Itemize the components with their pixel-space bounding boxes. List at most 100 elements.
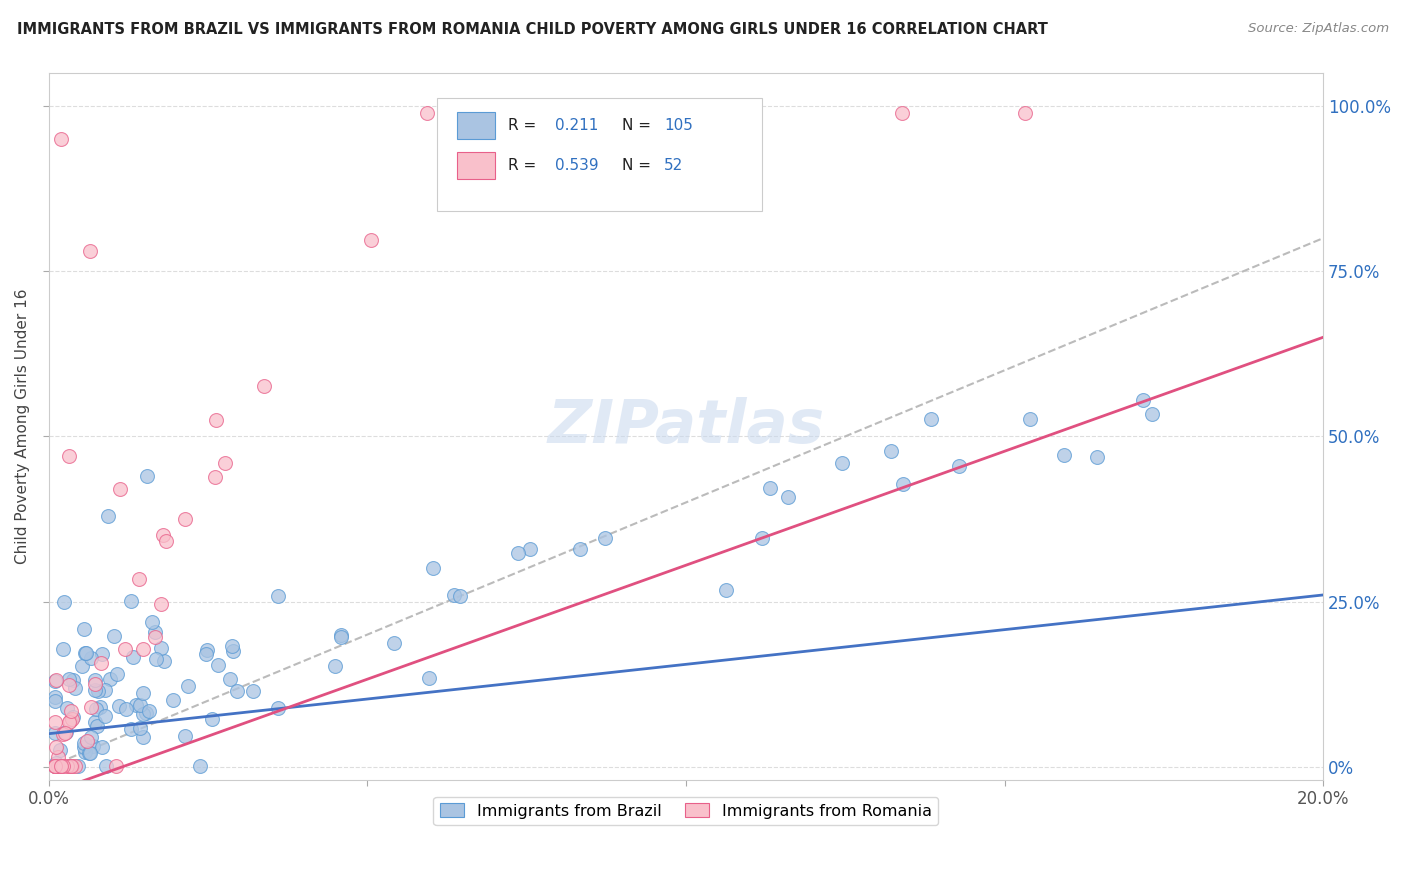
Point xyxy=(252,379,274,393)
Point xyxy=(778,490,800,504)
Point xyxy=(145,630,167,644)
FancyBboxPatch shape xyxy=(437,98,762,211)
Point xyxy=(84,677,107,691)
Point xyxy=(75,646,97,660)
Point xyxy=(82,739,104,754)
Bar xyxy=(457,112,495,139)
Point xyxy=(84,702,107,716)
Point xyxy=(49,759,72,773)
Point xyxy=(174,729,197,743)
Point xyxy=(66,759,89,773)
Point xyxy=(135,706,157,720)
Point xyxy=(44,726,66,740)
Point xyxy=(132,730,155,744)
Text: IMMIGRANTS FROM BRAZIL VS IMMIGRANTS FROM ROMANIA CHILD POVERTY AMONG GIRLS UNDE: IMMIGRANTS FROM BRAZIL VS IMMIGRANTS FRO… xyxy=(17,22,1047,37)
Point xyxy=(226,684,249,698)
Point xyxy=(52,595,75,609)
Text: 105: 105 xyxy=(664,118,693,133)
Point xyxy=(122,650,145,665)
Point xyxy=(72,739,94,754)
Point xyxy=(132,707,155,722)
Point xyxy=(1140,407,1163,421)
Point xyxy=(60,759,83,773)
Point xyxy=(44,694,66,708)
Point xyxy=(195,643,218,657)
Point xyxy=(162,692,184,706)
Point xyxy=(79,746,101,760)
Point xyxy=(44,759,66,773)
Point xyxy=(80,651,103,665)
Point xyxy=(79,746,101,760)
Point xyxy=(83,715,105,730)
Point xyxy=(65,759,87,773)
Point xyxy=(201,712,224,726)
Text: ZIPatlas: ZIPatlas xyxy=(547,397,824,456)
Point xyxy=(152,528,174,542)
Point xyxy=(73,647,96,661)
Point xyxy=(1019,411,1042,425)
Point xyxy=(1014,105,1036,120)
Point xyxy=(51,132,73,146)
Point xyxy=(920,411,942,425)
Point xyxy=(323,659,346,673)
Point xyxy=(128,698,150,712)
Point xyxy=(94,759,117,773)
Text: R =: R = xyxy=(508,158,541,173)
Point xyxy=(382,635,405,649)
Point xyxy=(94,709,117,723)
Point xyxy=(58,714,80,729)
Point xyxy=(80,731,103,745)
Point xyxy=(45,756,67,771)
Point xyxy=(114,702,136,716)
Point xyxy=(418,671,440,685)
Point xyxy=(44,673,66,688)
Point xyxy=(49,759,72,773)
Point xyxy=(569,542,592,557)
Point xyxy=(149,598,172,612)
Point xyxy=(58,672,80,686)
Point xyxy=(87,684,110,698)
Point xyxy=(831,456,853,470)
Point xyxy=(56,759,79,773)
Point xyxy=(98,672,121,686)
Point xyxy=(44,759,66,773)
Point xyxy=(1085,450,1108,465)
Bar xyxy=(457,153,495,179)
Point xyxy=(195,647,218,661)
Point xyxy=(508,546,530,560)
Point xyxy=(58,449,80,463)
Point xyxy=(60,712,83,726)
Text: 0.211: 0.211 xyxy=(555,118,598,133)
Text: R =: R = xyxy=(508,118,541,133)
Point xyxy=(155,534,177,549)
Point xyxy=(221,640,243,654)
Point xyxy=(46,759,69,773)
Point xyxy=(52,726,75,740)
Point xyxy=(44,759,66,773)
Point xyxy=(120,723,142,737)
Legend: Immigrants from Brazil, Immigrants from Romania: Immigrants from Brazil, Immigrants from … xyxy=(433,797,938,825)
Point xyxy=(593,531,616,545)
Point xyxy=(60,759,83,773)
Text: Source: ZipAtlas.com: Source: ZipAtlas.com xyxy=(1249,22,1389,36)
Point xyxy=(90,647,112,661)
Point xyxy=(221,643,243,657)
Text: 52: 52 xyxy=(664,158,683,173)
Point xyxy=(125,698,148,712)
Point xyxy=(94,683,117,698)
Point xyxy=(52,759,75,773)
Point xyxy=(519,541,541,556)
Point xyxy=(422,561,444,575)
Point xyxy=(58,678,80,692)
Point xyxy=(44,690,66,705)
Point xyxy=(443,588,465,602)
Point xyxy=(415,105,437,120)
Point xyxy=(141,615,163,629)
Point xyxy=(90,739,112,754)
Point xyxy=(149,640,172,655)
Point xyxy=(86,718,108,732)
Point xyxy=(714,582,737,597)
Point xyxy=(59,714,82,729)
Point xyxy=(89,700,111,714)
Point xyxy=(48,759,70,773)
